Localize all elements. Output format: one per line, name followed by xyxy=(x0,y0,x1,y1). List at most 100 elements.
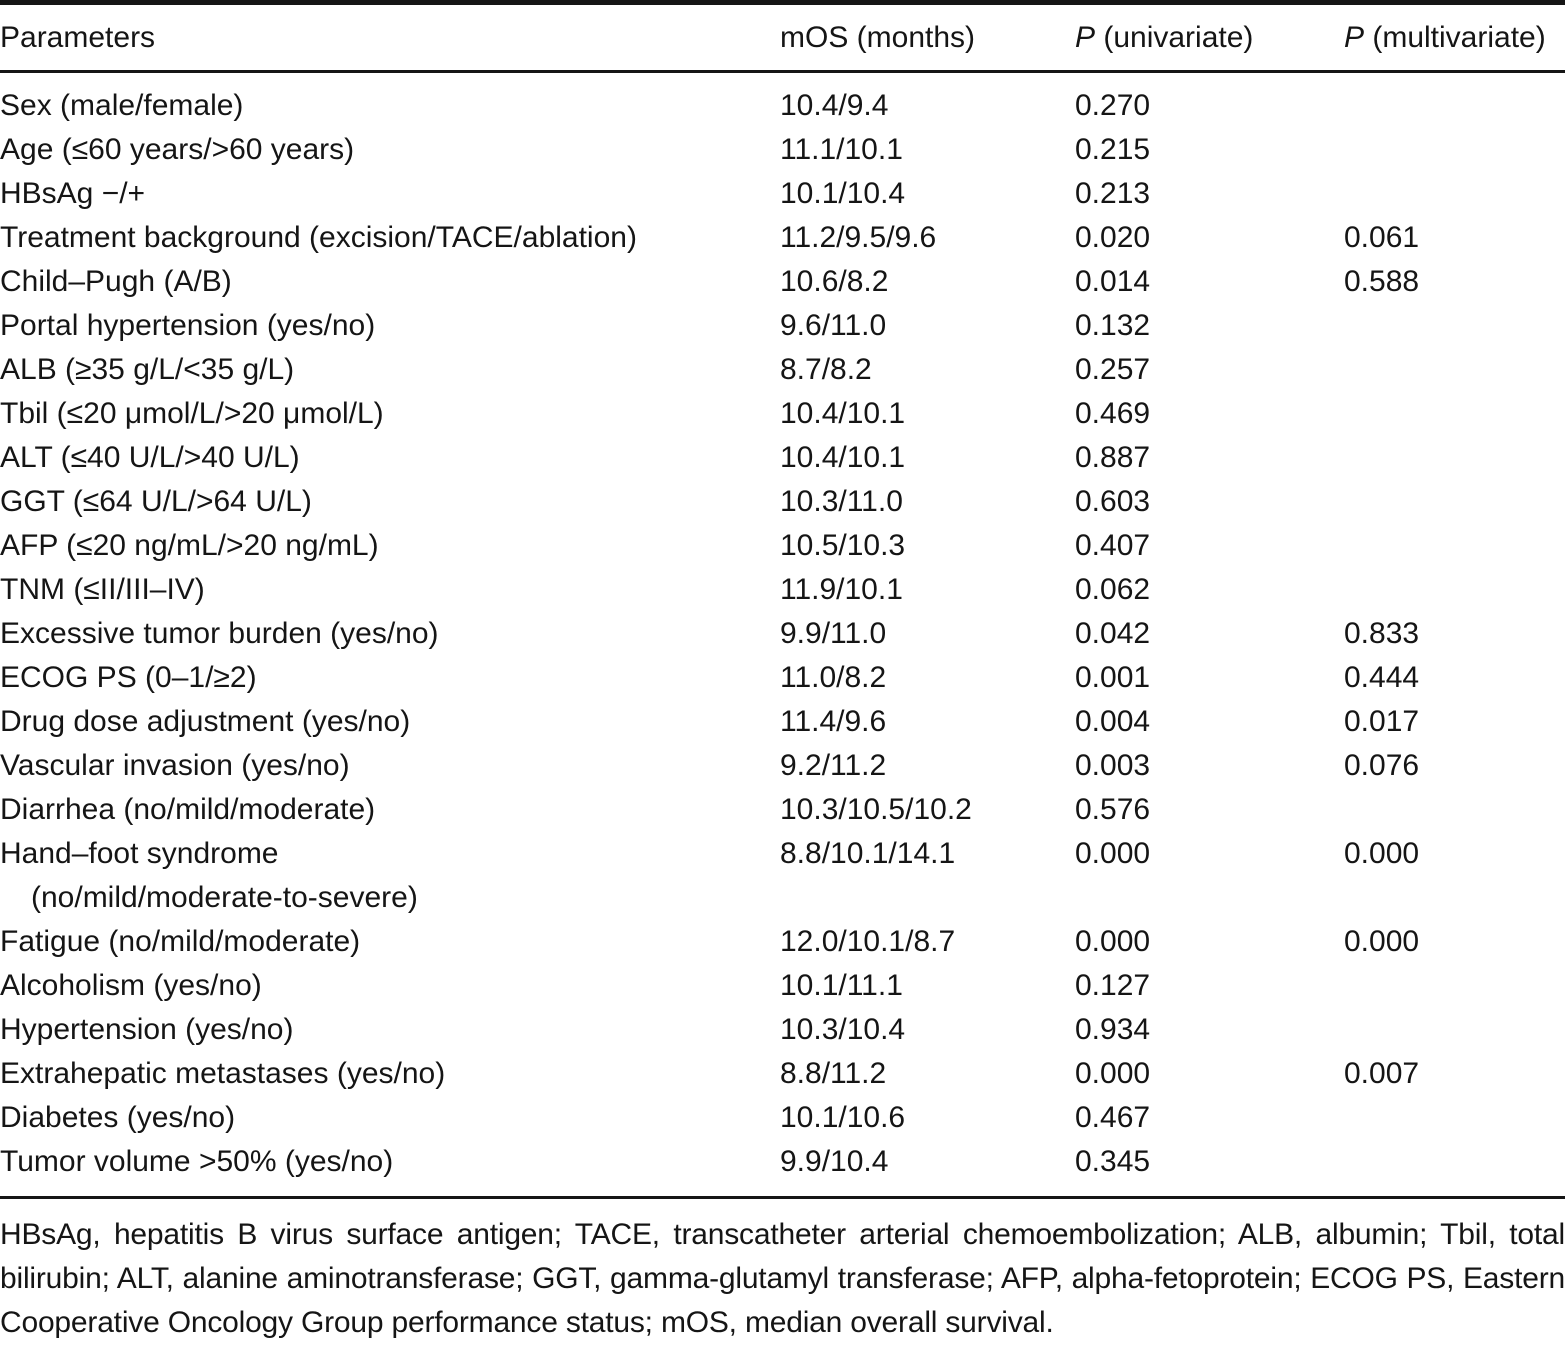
parameter-label: ECOG PS (0–1/≥2) xyxy=(0,661,257,694)
mos-value: 9.9/11.0 xyxy=(780,617,887,650)
parameter-label: Diarrhea (no/mild/moderate) xyxy=(0,793,376,826)
mos-cell: 10.4/10.1 xyxy=(780,436,1075,480)
parameter-label: Hand–foot syndrome xyxy=(0,837,279,870)
p-univariate-cell: 0.004 xyxy=(1075,700,1344,744)
parameter-cell: ALT (≤40 U/L/>40 U/L) xyxy=(0,436,780,480)
parameter-cell: Excessive tumor burden (yes/no) xyxy=(0,612,780,656)
table-row: Age (≤60 years/>60 years) 11.1/10.1 0.215 xyxy=(0,128,1565,172)
parameter-label: Tbil (≤20 μmol/L/>20 μmol/L) xyxy=(0,397,384,430)
mos-value: 11.0/8.2 xyxy=(780,661,887,694)
p-multivariate-cell xyxy=(1344,348,1565,392)
column-header-p-multivariate: P (multivariate) xyxy=(1344,2,1565,73)
table-row: Hand–foot syndrome (no/mild/moderate-to-s… xyxy=(0,832,1565,920)
p-univariate-value: 0.576 xyxy=(1075,793,1151,826)
mos-value: 8.8/11.2 xyxy=(780,1057,887,1090)
p-univariate-value: 0.000 xyxy=(1075,1057,1151,1090)
mos-cell: 9.6/11.0 xyxy=(780,304,1075,348)
table-header: Parameters mOS (months) P (univariate) P… xyxy=(0,2,1565,73)
parameter-label: Diabetes (yes/no) xyxy=(0,1101,236,1134)
mos-value: 12.0/10.1/8.7 xyxy=(780,925,956,958)
table-row: Vascular invasion (yes/no) 9.2/11.2 0.003 0… xyxy=(0,744,1565,788)
p-multivariate-value: 0.061 xyxy=(1344,221,1420,254)
mos-cell: 10.4/10.1 xyxy=(780,392,1075,436)
p-univariate-cell: 0.469 xyxy=(1075,392,1344,436)
table-row: HBsAg −/+ 10.1/10.4 0.213 xyxy=(0,172,1565,216)
p-univariate-value: 0.469 xyxy=(1075,397,1151,430)
parameter-cell: Diabetes (yes/no) xyxy=(0,1096,780,1140)
p-multivariate-cell xyxy=(1344,392,1565,436)
column-header-label: mOS (months) xyxy=(780,21,976,54)
p-multivariate-cell xyxy=(1344,72,1565,129)
p-univariate-cell: 0.257 xyxy=(1075,348,1344,392)
table-row: Excessive tumor burden (yes/no) 9.9/11.0 0… xyxy=(0,612,1565,656)
p-univariate-cell: 0.062 xyxy=(1075,568,1344,612)
p-univariate-value: 0.887 xyxy=(1075,441,1151,474)
parameter-label: Vascular invasion (yes/no) xyxy=(0,749,350,782)
p-univariate-cell: 0.345 xyxy=(1075,1140,1344,1198)
table-row: Fatigue (no/mild/moderate) 12.0/10.1/8.7 0… xyxy=(0,920,1565,964)
p-multivariate-value: 0.833 xyxy=(1344,617,1420,650)
p-univariate-value: 0.467 xyxy=(1075,1101,1151,1134)
parameter-label: AFP (≤20 ng/mL/>20 ng/mL) xyxy=(0,529,379,562)
parameter-cell: TNM (≤II/III–IV) xyxy=(0,568,780,612)
p-multivariate-cell: 0.000 xyxy=(1344,920,1565,964)
parameter-label: Fatigue (no/mild/moderate) xyxy=(0,925,361,958)
table-footnote: HBsAg, hepatitis B virus surface antigen… xyxy=(0,1218,1565,1339)
p-multivariate-value: 0.444 xyxy=(1344,661,1420,694)
parameter-cell: Sex (male/female) xyxy=(0,72,780,129)
mos-value: 10.5/10.3 xyxy=(780,529,906,562)
table-row: ECOG PS (0–1/≥2) 11.0/8.2 0.001 0.444 xyxy=(0,656,1565,700)
mos-cell: 11.1/10.1 xyxy=(780,128,1075,172)
table-row: Child–Pugh (A/B) 10.6/8.2 0.014 0.588 xyxy=(0,260,1565,304)
parameter-cell: ALB (≥35 g/L/<35 g/L) xyxy=(0,348,780,392)
p-univariate-cell: 0.001 xyxy=(1075,656,1344,700)
p-multivariate-cell xyxy=(1344,480,1565,524)
header-row: Parameters mOS (months) P (univariate) P… xyxy=(0,2,1565,73)
parameter-cell: Drug dose adjustment (yes/no) xyxy=(0,700,780,744)
p-univariate-cell: 0.000 xyxy=(1075,1052,1344,1096)
parameter-label: Treatment background (excision/TACE/abla… xyxy=(0,221,637,254)
p-multivariate-cell xyxy=(1344,128,1565,172)
parameter-label: ALT (≤40 U/L/>40 U/L) xyxy=(0,441,300,474)
mos-cell: 8.7/8.2 xyxy=(780,348,1075,392)
mos-value: 10.1/10.4 xyxy=(780,177,906,210)
parameter-cell: Vascular invasion (yes/no) xyxy=(0,744,780,788)
table-row: Sex (male/female) 10.4/9.4 0.270 xyxy=(0,72,1565,129)
column-header-label: (univariate) xyxy=(1095,21,1254,54)
p-univariate-cell: 0.127 xyxy=(1075,964,1344,1008)
p-multivariate-value: 0.007 xyxy=(1344,1057,1420,1090)
parameter-cell: AFP (≤20 ng/mL/>20 ng/mL) xyxy=(0,524,780,568)
mos-value: 10.6/8.2 xyxy=(780,265,889,298)
parameter-label-line2: (no/mild/moderate-to-severe) xyxy=(31,881,418,914)
p-multivariate-cell: 0.833 xyxy=(1344,612,1565,656)
mos-value: 10.3/10.5/10.2 xyxy=(780,793,972,826)
p-univariate-value: 0.127 xyxy=(1075,969,1151,1002)
p-univariate-value: 0.000 xyxy=(1075,837,1151,870)
mos-cell: 11.4/9.6 xyxy=(780,700,1075,744)
p-multivariate-cell: 0.444 xyxy=(1344,656,1565,700)
p-multivariate-cell xyxy=(1344,1140,1565,1198)
column-header-parameters: Parameters xyxy=(0,2,780,73)
mos-cell: 8.8/11.2 xyxy=(780,1052,1075,1096)
parameter-label: TNM (≤II/III–IV) xyxy=(0,573,205,606)
p-multivariate-cell xyxy=(1344,436,1565,480)
table-row: Drug dose adjustment (yes/no) 11.4/9.6 0.0… xyxy=(0,700,1565,744)
mos-value: 9.9/10.4 xyxy=(780,1145,889,1178)
parameter-label: Portal hypertension (yes/no) xyxy=(0,309,376,342)
mos-cell: 10.1/10.6 xyxy=(780,1096,1075,1140)
column-header-label: Parameters xyxy=(0,21,156,54)
mos-value: 9.2/11.2 xyxy=(780,749,887,782)
p-univariate-cell: 0.887 xyxy=(1075,436,1344,480)
p-univariate-cell: 0.934 xyxy=(1075,1008,1344,1052)
mos-cell: 9.9/11.0 xyxy=(780,612,1075,656)
p-univariate-value: 0.062 xyxy=(1075,573,1151,606)
parameter-cell: Treatment background (excision/TACE/abla… xyxy=(0,216,780,260)
p-univariate-cell: 0.020 xyxy=(1075,216,1344,260)
p-multivariate-cell: 0.017 xyxy=(1344,700,1565,744)
parameter-label: Tumor volume >50% (yes/no) xyxy=(0,1145,394,1178)
table-row: ALB (≥35 g/L/<35 g/L) 8.7/8.2 0.257 xyxy=(0,348,1565,392)
parameter-cell: Tumor volume >50% (yes/no) xyxy=(0,1140,780,1198)
p-univariate-value: 0.014 xyxy=(1075,265,1151,298)
